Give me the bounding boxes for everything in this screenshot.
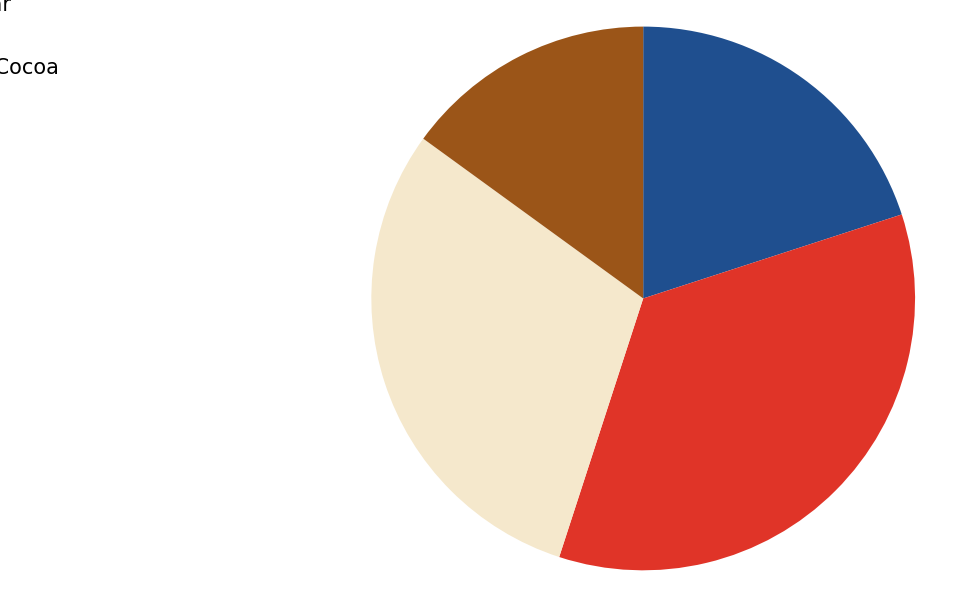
Wedge shape <box>559 215 915 570</box>
Legend: Water, Sugar, Fat, Dry Cocoa: Water, Sugar, Fat, Dry Cocoa <box>0 0 67 86</box>
Wedge shape <box>423 27 643 298</box>
Wedge shape <box>372 139 643 557</box>
Wedge shape <box>643 27 901 298</box>
